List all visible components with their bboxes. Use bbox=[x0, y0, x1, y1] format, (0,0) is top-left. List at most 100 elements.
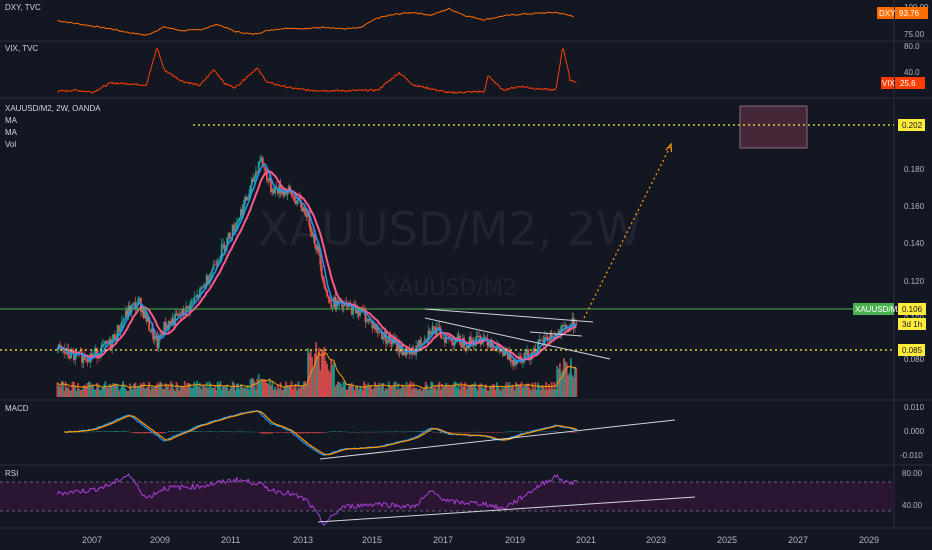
candle-body bbox=[94, 347, 97, 354]
macd-histogram-bar bbox=[251, 431, 254, 433]
candle-body bbox=[330, 302, 333, 308]
macd-histogram-bar bbox=[88, 431, 90, 433]
macd-histogram-bar bbox=[253, 431, 255, 433]
volume-bar bbox=[152, 388, 155, 397]
macd-histogram-bar bbox=[143, 432, 145, 434]
macd-histogram-bar bbox=[498, 432, 500, 433]
volume-bar bbox=[330, 359, 333, 397]
projection-arrow[interactable] bbox=[583, 146, 671, 319]
level-tag-top[interactable]: 0.202 bbox=[898, 119, 925, 131]
candle-body bbox=[546, 337, 549, 341]
macd-histogram-bar bbox=[113, 431, 115, 432]
volume-bar bbox=[182, 385, 185, 397]
candle-body bbox=[475, 336, 478, 342]
macd-histogram-bar bbox=[274, 432, 276, 433]
candle-body bbox=[89, 353, 92, 362]
ma-legend-1[interactable]: MA bbox=[5, 116, 17, 125]
main-legend[interactable]: XAUUSD/M2, 2W, OANDA bbox=[5, 104, 101, 113]
candle-body bbox=[337, 300, 339, 304]
macd-histogram-bar bbox=[475, 431, 477, 433]
macd-histogram-bar bbox=[162, 432, 164, 434]
volume-bar bbox=[103, 384, 105, 397]
macd-histogram-bar bbox=[212, 431, 214, 433]
volume-bar bbox=[192, 387, 194, 397]
candle-body bbox=[234, 228, 237, 232]
candle-body bbox=[148, 316, 151, 331]
volume-bar bbox=[166, 385, 168, 397]
candle-body bbox=[442, 338, 445, 339]
x-label-2023: 2023 bbox=[646, 535, 666, 545]
macd-legend[interactable]: MACD bbox=[5, 404, 29, 413]
macd-histogram-bar bbox=[338, 431, 340, 432]
volume-bar bbox=[360, 385, 363, 397]
volume-bar bbox=[313, 353, 316, 397]
volume-bar bbox=[401, 384, 404, 397]
candle-body bbox=[304, 207, 307, 216]
candle-body bbox=[190, 301, 193, 304]
rsi-trendline[interactable] bbox=[317, 496, 696, 523]
trendline-short[interactable] bbox=[529, 331, 583, 337]
macd-histogram-bar bbox=[438, 432, 440, 433]
rsi-legend[interactable]: RSI bbox=[5, 469, 19, 478]
macd-histogram-bar bbox=[214, 431, 217, 432]
candle-body bbox=[482, 337, 485, 343]
volume-bar bbox=[126, 390, 129, 397]
volume-bar bbox=[446, 386, 449, 397]
volume-bar bbox=[297, 381, 300, 397]
volume-bar bbox=[294, 383, 297, 397]
volume-bar bbox=[538, 385, 541, 397]
macd-histogram-bar bbox=[284, 432, 286, 433]
candle-body bbox=[101, 344, 104, 347]
volume-bar bbox=[338, 382, 341, 397]
candle-body bbox=[256, 171, 259, 173]
candle-body bbox=[231, 224, 234, 238]
macd-histogram-bar bbox=[259, 432, 261, 433]
candle-body bbox=[531, 352, 534, 355]
macd-histogram-bar bbox=[402, 431, 405, 433]
macd-histogram-bar bbox=[288, 432, 291, 433]
volume-bar bbox=[465, 389, 468, 397]
volume-bar bbox=[85, 387, 88, 397]
volume-bar bbox=[94, 389, 97, 397]
volume-bar bbox=[237, 383, 240, 397]
volume-bar bbox=[439, 389, 442, 397]
macd-histogram-bar bbox=[575, 432, 577, 433]
macd-histogram-bar bbox=[203, 431, 205, 433]
volume-bar bbox=[516, 384, 519, 397]
candle-body bbox=[305, 215, 308, 217]
ma-legend-2[interactable]: MA bbox=[5, 128, 17, 137]
volume-bar bbox=[346, 389, 349, 397]
level-tag-bottom[interactable]: 0.085 bbox=[898, 344, 925, 356]
macd-histogram-bar bbox=[546, 431, 548, 433]
trendline-upper[interactable] bbox=[424, 308, 594, 323]
macd-histogram-bar bbox=[240, 431, 242, 432]
vol-legend[interactable]: Vol bbox=[5, 140, 17, 149]
target-box[interactable] bbox=[739, 105, 808, 149]
dxy-price-tag[interactable]: DXY 93.76 bbox=[877, 7, 928, 19]
macd-histogram-bar bbox=[456, 432, 459, 433]
macd-histogram-bar bbox=[75, 432, 77, 433]
volume-bar bbox=[501, 386, 504, 397]
candle-body bbox=[489, 342, 491, 348]
candle-body bbox=[460, 344, 463, 348]
volume-bar bbox=[513, 390, 516, 397]
volume-bar bbox=[408, 383, 411, 397]
volume-bar bbox=[263, 378, 266, 397]
macd-histogram-bar bbox=[496, 432, 499, 433]
candle-body bbox=[563, 325, 565, 327]
volume-bar bbox=[506, 385, 509, 397]
vix-price-tag[interactable]: VIX 25.6 bbox=[881, 77, 925, 89]
volume-bar bbox=[123, 385, 126, 397]
vix-legend[interactable]: VIX, TVC bbox=[5, 44, 39, 53]
symbol-price-tag[interactable]: XAUUSD/M2 0.106 bbox=[853, 303, 926, 315]
candle-body bbox=[381, 332, 383, 340]
candle-body bbox=[506, 353, 509, 360]
volume-bar bbox=[415, 387, 418, 397]
candle-body bbox=[242, 204, 245, 215]
trendline-lower[interactable] bbox=[424, 317, 611, 360]
macd-trendline[interactable] bbox=[319, 419, 676, 460]
dxy-legend[interactable]: DXY, TVC bbox=[5, 3, 41, 12]
volume-bar bbox=[474, 382, 476, 397]
volume-bar bbox=[349, 385, 352, 397]
